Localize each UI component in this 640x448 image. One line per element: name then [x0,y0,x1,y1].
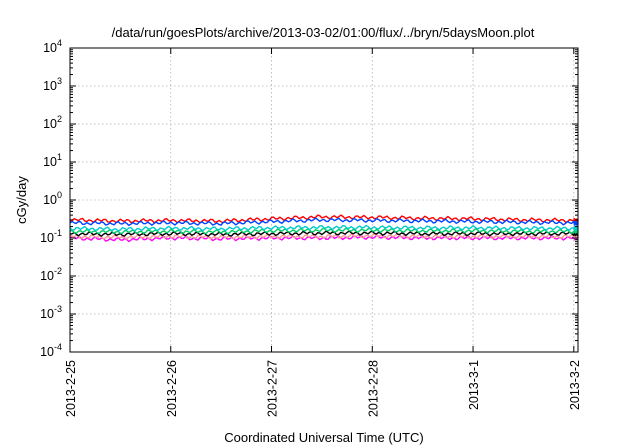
x-tick-label: 2013-3-2 [568,360,582,410]
series-line [69,217,579,227]
axes-layer: 10-410-310-210-11001011021031042013-2-25… [40,38,582,417]
y-tick-exponent: -4 [54,342,62,352]
y-tick-exponent: 0 [57,190,62,200]
y-tick-exponent: -1 [54,228,62,238]
x-tick-label: 2013-2-28 [366,360,380,417]
y-tick-label: 101 [43,152,62,169]
y-tick-exponent: -2 [54,266,62,276]
plot-frame [69,47,579,353]
y-tick-exponent: 3 [57,76,62,86]
x-tick-label: 2013-2-26 [165,360,179,417]
y-tick-label: 10-3 [40,304,62,321]
y-tick-label: 10-2 [40,266,62,283]
y-tick-label: 102 [43,114,62,131]
y-tick-label: 100 [43,190,62,207]
grid-layer [70,48,578,352]
x-tick-label: 2013-2-25 [64,360,78,417]
chart-title: /data/run/goesPlots/archive/2013-03-02/0… [112,25,535,40]
y-tick-label: 10-1 [40,228,62,245]
series-line [69,224,579,232]
x-axis-label: Coordinated Universal Time (UTC) [224,430,423,445]
y-axis-label: cGy/day [14,176,29,224]
y-tick-exponent: -3 [54,304,62,314]
y-tick-exponent: 2 [57,114,62,124]
y-tick-exponent: 4 [57,38,62,48]
series-layer [69,214,579,243]
y-tick-label: 103 [43,76,62,93]
x-tick-label: 2013-2-27 [266,360,280,417]
y-tick-label: 104 [43,38,62,55]
y-tick-label: 10-4 [40,342,62,359]
x-tick-label: 2013-3-1 [467,360,481,410]
y-tick-exponent: 1 [57,152,62,162]
